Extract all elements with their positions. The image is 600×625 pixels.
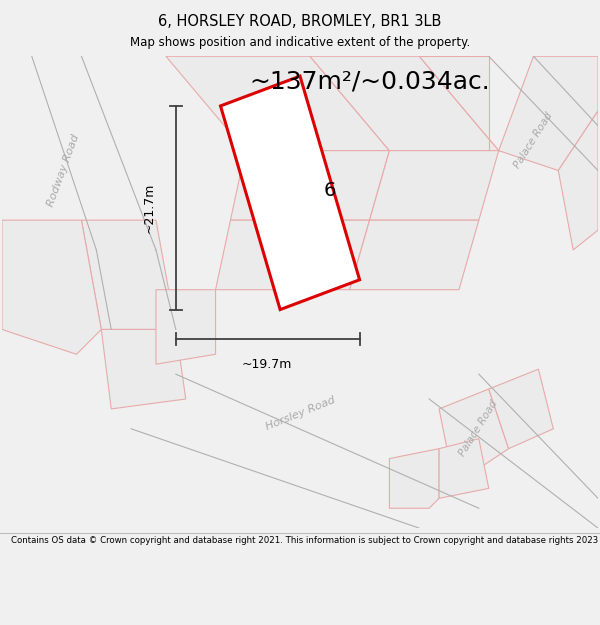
- Text: Palace Road: Palace Road: [512, 111, 554, 171]
- Polygon shape: [370, 151, 499, 220]
- Text: Horsley Road: Horsley Road: [264, 396, 336, 432]
- Polygon shape: [558, 111, 598, 250]
- Text: 6: 6: [323, 181, 336, 200]
- Polygon shape: [310, 56, 499, 151]
- Text: Palace Road: Palace Road: [458, 399, 500, 459]
- Polygon shape: [221, 76, 359, 309]
- Polygon shape: [230, 151, 389, 220]
- Polygon shape: [439, 439, 489, 498]
- Polygon shape: [389, 449, 439, 508]
- Polygon shape: [82, 220, 176, 329]
- Polygon shape: [2, 220, 101, 354]
- Polygon shape: [499, 56, 598, 171]
- Polygon shape: [439, 389, 509, 469]
- Text: ~19.7m: ~19.7m: [242, 357, 292, 371]
- Polygon shape: [166, 56, 389, 151]
- Polygon shape: [156, 290, 215, 364]
- Polygon shape: [101, 329, 186, 409]
- Text: 6, HORSLEY ROAD, BROMLEY, BR1 3LB: 6, HORSLEY ROAD, BROMLEY, BR1 3LB: [158, 14, 442, 29]
- Polygon shape: [489, 369, 553, 449]
- Text: Map shows position and indicative extent of the property.: Map shows position and indicative extent…: [130, 36, 470, 49]
- Text: ~21.7m: ~21.7m: [143, 183, 155, 233]
- Text: ~137m²/~0.034ac.: ~137m²/~0.034ac.: [249, 69, 490, 93]
- Polygon shape: [350, 220, 479, 290]
- Polygon shape: [419, 56, 499, 151]
- Text: Rodway Road: Rodway Road: [46, 133, 82, 208]
- Polygon shape: [215, 220, 370, 290]
- Text: Contains OS data © Crown copyright and database right 2021. This information is : Contains OS data © Crown copyright and d…: [11, 536, 600, 544]
